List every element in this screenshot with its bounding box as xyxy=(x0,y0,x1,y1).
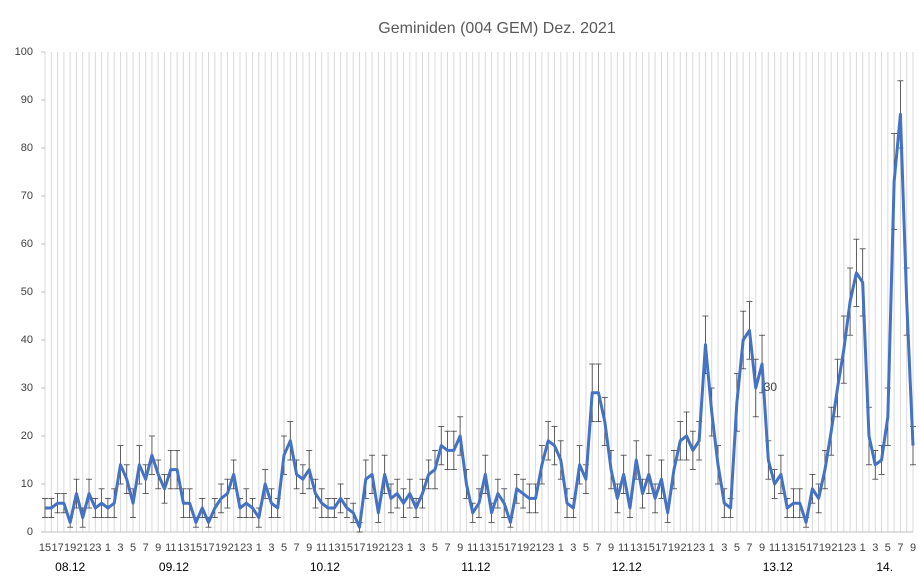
x-tick-label: 23 xyxy=(391,542,403,554)
x-tick-label: 17 xyxy=(655,542,667,554)
x-tick-label: 19 xyxy=(819,542,831,554)
x-tick-label: 7 xyxy=(897,542,903,554)
x-tick-label: 9 xyxy=(759,542,765,554)
x-tick-label: 5 xyxy=(432,542,438,554)
x-tick-label: 17 xyxy=(353,542,365,554)
x-tick-label: 19 xyxy=(517,542,529,554)
x-tick-label: 19 xyxy=(366,542,378,554)
y-tick-label: 0 xyxy=(27,526,33,538)
x-tick-label: 3 xyxy=(117,542,123,554)
x-tick-label: 7 xyxy=(595,542,601,554)
x-tick-label: 21 xyxy=(228,542,240,554)
annotation: 30 xyxy=(764,380,778,394)
x-tick-label: 19 xyxy=(64,542,76,554)
x-tick-label: 7 xyxy=(294,542,300,554)
x-tick-label: 11 xyxy=(618,542,629,554)
data-line xyxy=(45,112,915,529)
x-tick-label: 7 xyxy=(746,542,752,554)
x-tick-label: 13 xyxy=(328,542,340,554)
x-tick-label: 11 xyxy=(316,542,327,554)
y-tick-label: 100 xyxy=(15,46,33,58)
y-tick-label: 80 xyxy=(21,142,33,154)
day-label: 09.12 xyxy=(159,560,189,574)
x-tick-label: 21 xyxy=(77,542,89,554)
x-tick-label: 21 xyxy=(831,542,843,554)
y-tick-label: 70 xyxy=(21,190,33,202)
y-tick-label: 60 xyxy=(21,238,33,250)
x-tick-label: 5 xyxy=(583,542,589,554)
x-tick-label: 1 xyxy=(105,542,111,554)
x-tick-label: 3 xyxy=(268,542,274,554)
x-tick-label: 5 xyxy=(734,542,740,554)
x-tick-label: 15 xyxy=(341,542,353,554)
x-tick-label: 17 xyxy=(806,542,818,554)
x-tick-label: 17 xyxy=(51,542,63,554)
x-tick-label: 9 xyxy=(457,542,463,554)
x-tick-label: 15 xyxy=(190,542,202,554)
x-tick-label: 3 xyxy=(872,542,878,554)
x-tick-label: 7 xyxy=(143,542,149,554)
x-tick-label: 11 xyxy=(467,542,478,554)
x-tick-label: 15 xyxy=(492,542,504,554)
day-label: 13.12 xyxy=(763,560,793,574)
x-tick-label: 21 xyxy=(680,542,692,554)
x-tick-label: 1 xyxy=(256,542,262,554)
x-tick-label: 15 xyxy=(39,542,51,554)
day-label: 14. xyxy=(876,560,893,574)
x-tick-label: 1 xyxy=(407,542,413,554)
day-label: 11.12 xyxy=(461,560,490,574)
y-tick-label: 50 xyxy=(21,286,33,298)
x-tick-label: 15 xyxy=(794,542,806,554)
x-tick-label: 3 xyxy=(419,542,425,554)
x-tick-label: 13 xyxy=(479,542,491,554)
x-tick-label: 5 xyxy=(885,542,891,554)
x-tick-label: 3 xyxy=(570,542,576,554)
x-tick-label: 23 xyxy=(844,542,856,554)
x-tick-label: 7 xyxy=(444,542,450,554)
x-tick-label: 23 xyxy=(693,542,705,554)
x-tick-label: 17 xyxy=(202,542,214,554)
y-tick-label: 10 xyxy=(21,478,33,490)
x-tick-label: 9 xyxy=(155,542,161,554)
x-tick-label: 23 xyxy=(240,542,252,554)
y-tick-label: 30 xyxy=(21,382,33,394)
x-tick-label: 1 xyxy=(709,542,715,554)
x-tick-label: 19 xyxy=(668,542,680,554)
x-tick-label: 23 xyxy=(89,542,101,554)
day-label: 12.12 xyxy=(612,560,642,574)
chart-title: Geminiden (004 GEM) Dez. 2021 xyxy=(378,20,616,37)
x-tick-label: 9 xyxy=(306,542,312,554)
day-label: 08.12 xyxy=(55,560,85,574)
x-tick-label: 1 xyxy=(558,542,564,554)
x-tick-label: 9 xyxy=(910,542,916,554)
x-tick-label: 23 xyxy=(542,542,554,554)
y-tick-label: 20 xyxy=(21,430,33,442)
y-tick-label: 90 xyxy=(21,94,33,106)
x-tick-label: 15 xyxy=(643,542,655,554)
x-tick-label: 13 xyxy=(630,542,642,554)
y-tick-label: 40 xyxy=(21,334,33,346)
x-tick-label: 13 xyxy=(781,542,793,554)
x-tick-label: 3 xyxy=(721,542,727,554)
x-tick-label: 5 xyxy=(130,542,136,554)
x-tick-label: 11 xyxy=(165,542,176,554)
x-tick-label: 11 xyxy=(769,542,780,554)
x-tick-label: 5 xyxy=(281,542,287,554)
x-tick-label: 9 xyxy=(608,542,614,554)
x-tick-label: 21 xyxy=(379,542,391,554)
day-label: 10.12 xyxy=(310,560,340,574)
x-tick-label: 1 xyxy=(860,542,866,554)
x-tick-label: 21 xyxy=(529,542,541,554)
x-tick-label: 19 xyxy=(215,542,227,554)
x-tick-label: 17 xyxy=(504,542,516,554)
x-tick-label: 13 xyxy=(177,542,189,554)
